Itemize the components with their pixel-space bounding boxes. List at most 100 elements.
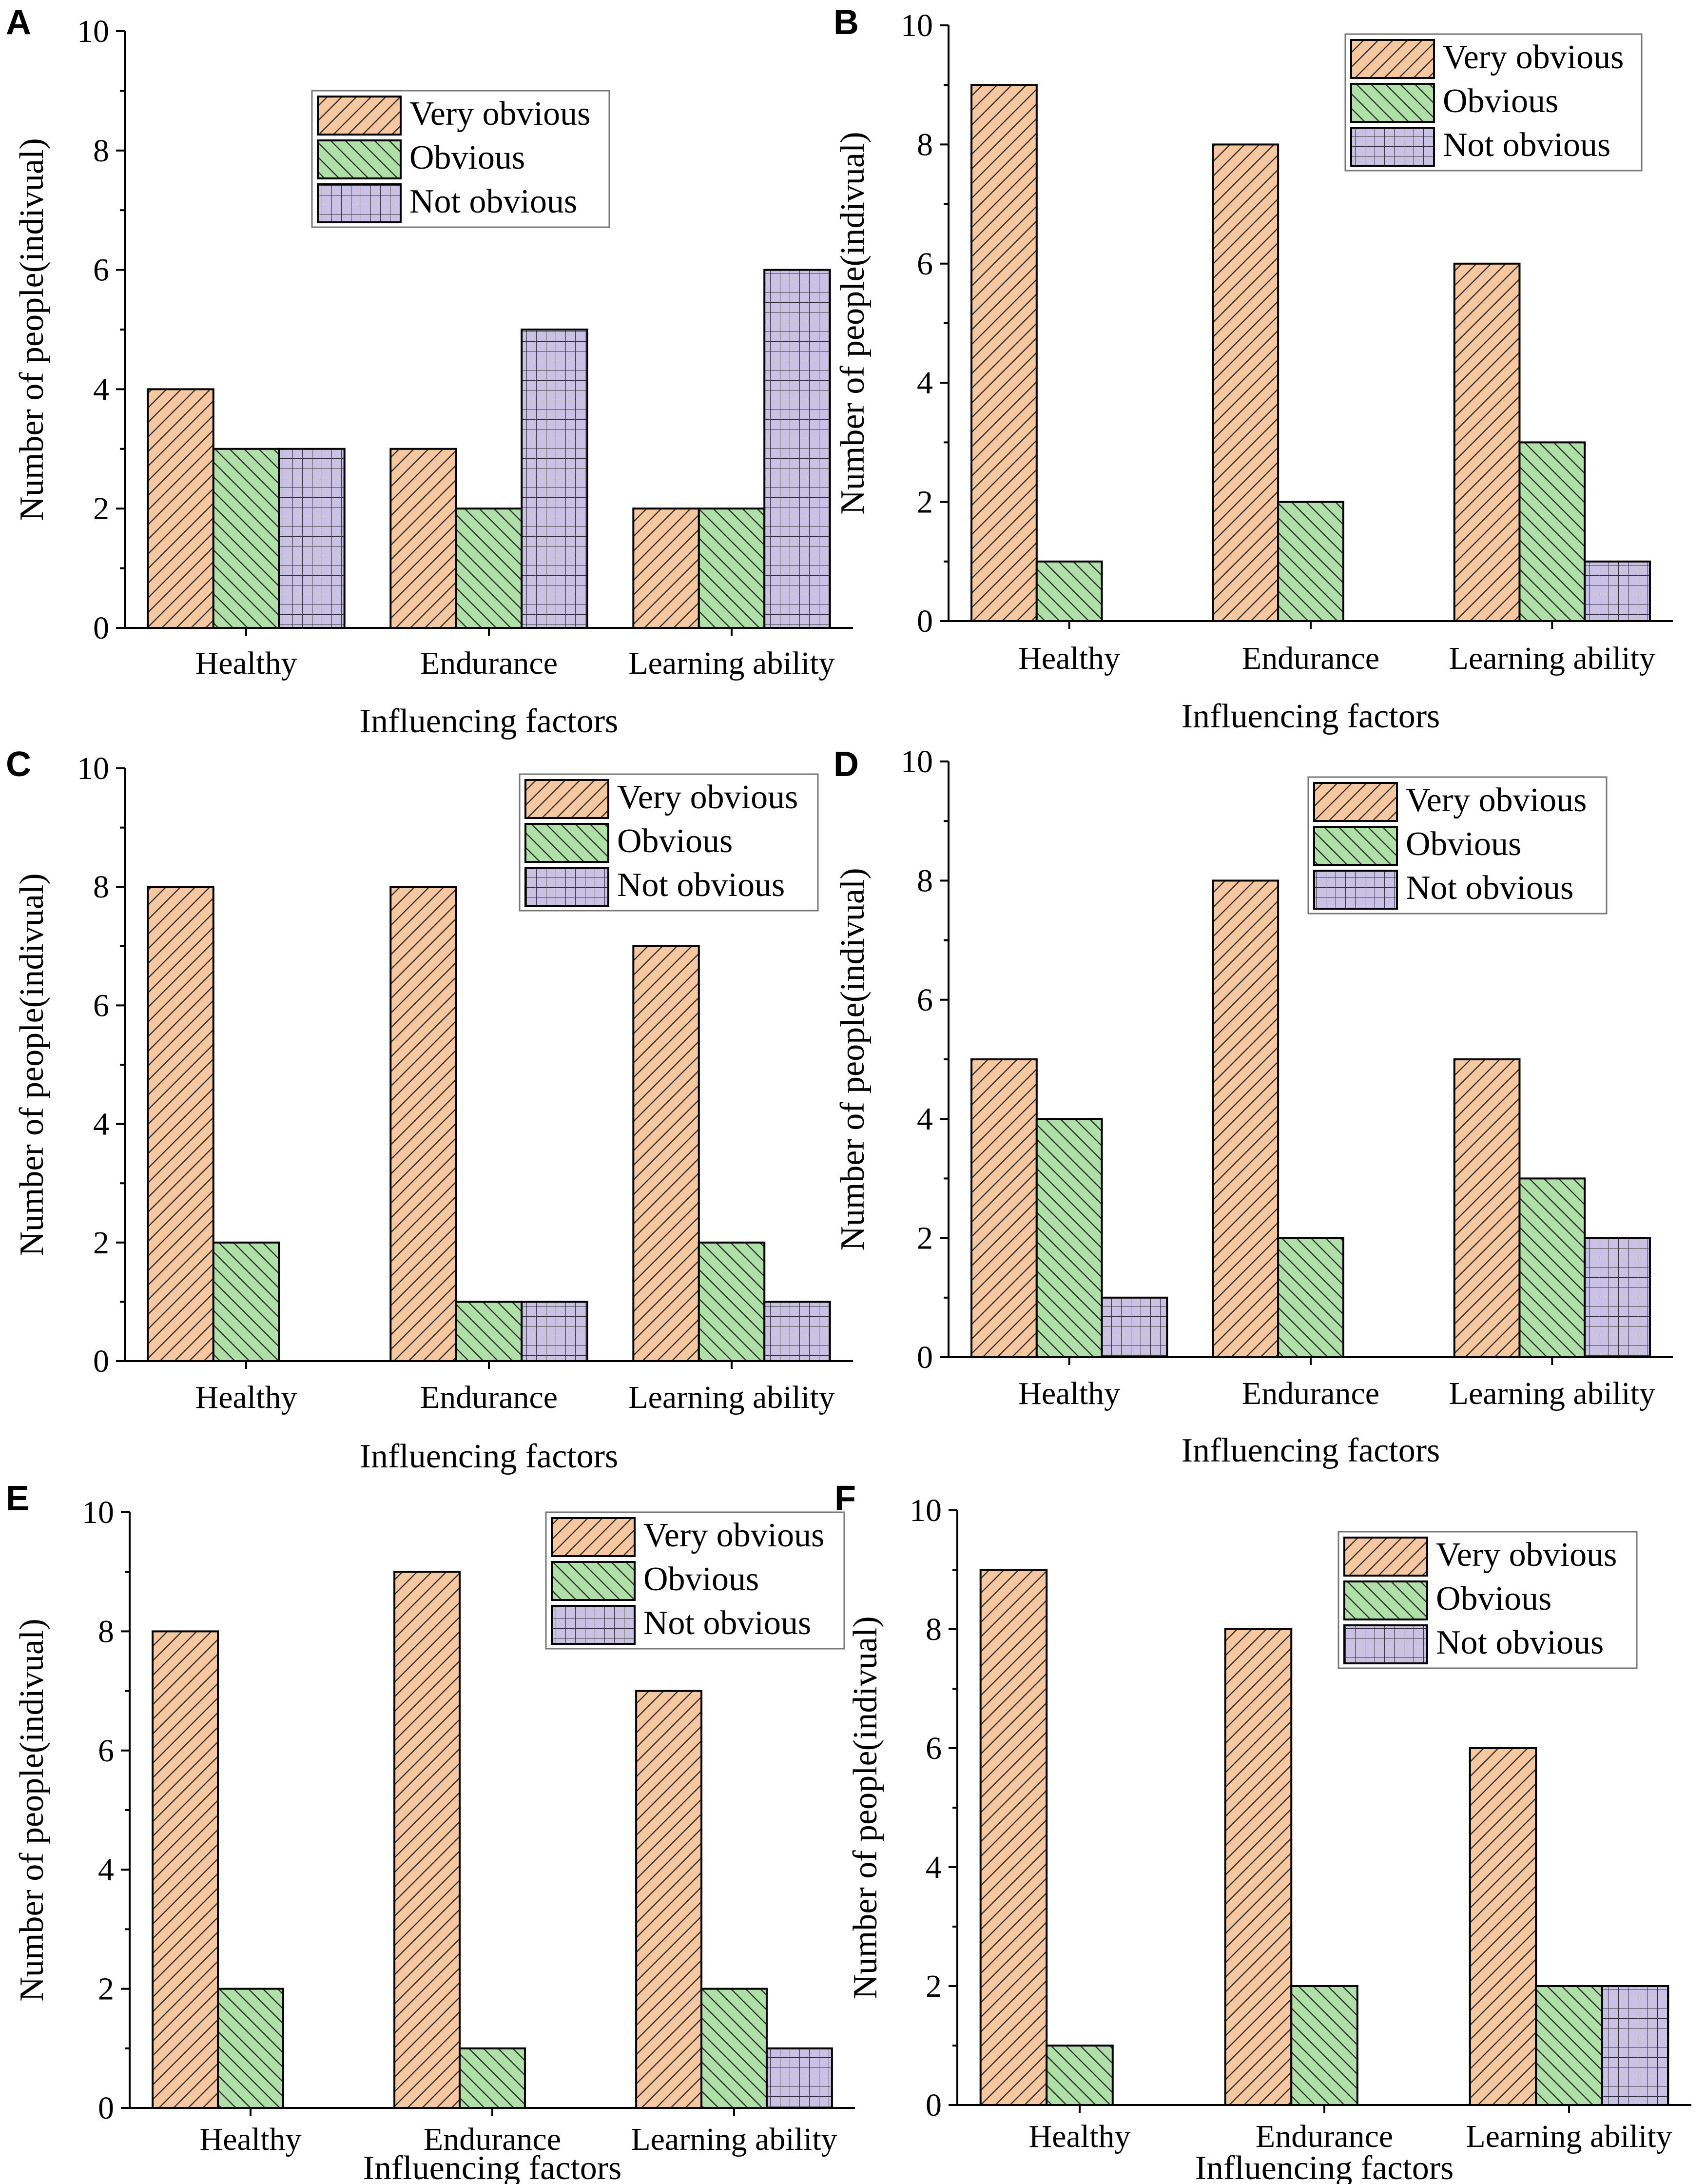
y-tick-label: 6 [93, 253, 109, 288]
x-tick-label-endurance: Endurance [420, 1380, 558, 1415]
chart-panel-c: C 0 2 4 6 8 10 Healthy Endurance Learning ability… [6, 745, 853, 1475]
panel-letter-d: D [834, 745, 859, 784]
y-tick-label: 8 [917, 127, 933, 162]
x-axis-title: Influencing factors [360, 1438, 619, 1475]
legend-label-obvious: Obvious [643, 1560, 759, 1598]
legend-swatch-not-obvious [551, 1605, 636, 1645]
y-tick-label: 4 [98, 1852, 114, 1888]
chart-panel-f: F 0 2 4 6 8 10 Healthy Endurance Learning ability… [834, 1479, 1691, 2184]
legend-label-not-obvious: Not obvious [1443, 126, 1610, 164]
y-tick-label: 10 [82, 1495, 114, 1530]
legend-label-not-obvious: Not obvious [617, 866, 785, 904]
legend-label-obvious: Obvious [409, 139, 525, 176]
y-tick-label: 6 [917, 246, 933, 282]
bar-not-obvious-learning-ability [765, 2047, 833, 2109]
y-tick-label: 4 [917, 1101, 933, 1137]
legend-swatch-obvious [1313, 826, 1398, 866]
bar-not-obvious-healthy [1101, 1296, 1168, 1359]
legend-swatch-obvious [524, 823, 609, 863]
y-tick-label: 0 [93, 1344, 109, 1379]
x-tick-label-learning-ability: Learning ability [631, 2122, 837, 2157]
legend-swatch-very-obvious [317, 96, 402, 136]
y-tick-label: 0 [917, 604, 933, 639]
bar-obvious-learning-ability [1518, 1177, 1586, 1358]
x-tick-label-healthy: Healthy [195, 645, 297, 681]
x-axis-title: Influencing factors [1182, 698, 1440, 735]
x-tick-label-healthy: Healthy [195, 1380, 297, 1415]
x-tick-label-endurance: Endurance [1242, 1376, 1379, 1411]
bar-not-obvious-endurance [521, 329, 588, 629]
x-axis-title: Influencing factors [1195, 2149, 1454, 2184]
bar-very-obvious-learning-ability [1453, 1058, 1521, 1358]
bar-very-obvious-healthy [147, 886, 214, 1362]
chart-panel-d: D 0 2 4 6 8 10 Healthy Endurance Learning ability… [834, 744, 1673, 1469]
bar-obvious-learning-ability [698, 1241, 766, 1363]
x-axis-title: Influencing factors [363, 2149, 622, 2184]
y-tick-label: 2 [917, 1221, 933, 1256]
legend-swatch-not-obvious [1350, 127, 1435, 167]
y-tick-label: 2 [926, 1969, 942, 2004]
legend-label-not-obvious: Not obvious [1406, 869, 1573, 907]
bar-very-obvious-healthy [970, 1058, 1038, 1358]
x-tick-label-endurance: Endurance [420, 645, 558, 681]
y-tick-label: 10 [901, 8, 933, 43]
legend: Very obvious Obvious Not obvious [1344, 33, 1643, 172]
bar-obvious-learning-ability [1535, 1985, 1603, 2106]
y-tick-label: 10 [77, 14, 109, 49]
bar-not-obvious-endurance [521, 1301, 588, 1362]
y-tick-label: 4 [93, 371, 109, 407]
bar-very-obvious-learning-ability [635, 1690, 703, 2109]
bar-very-obvious-endurance [1224, 1628, 1293, 2106]
bar-very-obvious-learning-ability [632, 945, 700, 1363]
legend-label-not-obvious: Not obvious [643, 1604, 811, 1642]
bar-obvious-healthy [1035, 560, 1103, 623]
legend: Very obvious Obvious Not obvious [519, 773, 819, 912]
y-axis-title: Number of people(indivual) [834, 132, 872, 514]
panel-letter-a: A [6, 3, 31, 42]
x-tick-label-healthy: Healthy [1018, 1376, 1120, 1411]
y-tick-label: 6 [926, 1731, 942, 1766]
y-tick-label: 8 [98, 1614, 114, 1649]
y-tick-label: 8 [917, 863, 933, 898]
bar-obvious-endurance [1277, 1237, 1344, 1359]
y-tick-label: 4 [93, 1107, 109, 1142]
y-axis-title: Number of people(indivual) [834, 868, 872, 1250]
bar-obvious-healthy [217, 1988, 284, 2109]
legend-label-very-obvious: Very obvious [1443, 39, 1624, 76]
x-tick-label-endurance: Endurance [1256, 2119, 1393, 2154]
panel-letter-b: B [834, 3, 859, 42]
x-tick-label-learning-ability: Learning ability [1449, 641, 1655, 676]
x-tick-label-endurance: Endurance [424, 2122, 561, 2157]
y-axis-title: Number of people(indivual) [13, 1618, 51, 2001]
y-tick-label: 10 [901, 744, 933, 780]
x-tick-label-healthy: Healthy [200, 2122, 302, 2157]
y-tick-label: 10 [77, 751, 109, 786]
legend-swatch-not-obvious [1343, 1624, 1428, 1664]
legend-label-obvious: Obvious [1443, 82, 1558, 120]
legend-swatch-very-obvious [524, 779, 609, 819]
x-axis-title: Influencing factors [1182, 1432, 1440, 1469]
legend-label-very-obvious: Very obvious [1406, 781, 1587, 819]
y-tick-label: 2 [98, 1971, 114, 2007]
bar-obvious-healthy [1046, 2045, 1114, 2106]
legend: Very obvious Obvious Not obvious [1338, 1531, 1638, 1669]
x-tick-label-learning-ability: Learning ability [628, 645, 834, 681]
bar-very-obvious-endurance [1212, 143, 1280, 622]
bar-obvious-endurance [455, 1301, 523, 1362]
y-tick-label: 0 [98, 2090, 114, 2126]
bar-very-obvious-endurance [389, 886, 457, 1362]
x-tick-label-learning-ability: Learning ability [1466, 2119, 1672, 2154]
bar-obvious-endurance [1290, 1985, 1358, 2106]
bar-very-obvious-endurance [1212, 879, 1280, 1358]
bar-very-obvious-learning-ability [632, 507, 700, 629]
bar-obvious-endurance [455, 507, 523, 629]
x-axis-title: Influencing factors [360, 702, 619, 740]
bar-obvious-learning-ability [700, 1988, 768, 2109]
y-tick-label: 8 [926, 1612, 942, 1647]
bar-not-obvious-learning-ability [1584, 1237, 1651, 1359]
legend-swatch-obvious [317, 139, 402, 179]
y-tick-label: 0 [926, 2087, 942, 2123]
y-tick-label: 2 [93, 1225, 109, 1261]
legend-label-very-obvious: Very obvious [1436, 1536, 1617, 1574]
